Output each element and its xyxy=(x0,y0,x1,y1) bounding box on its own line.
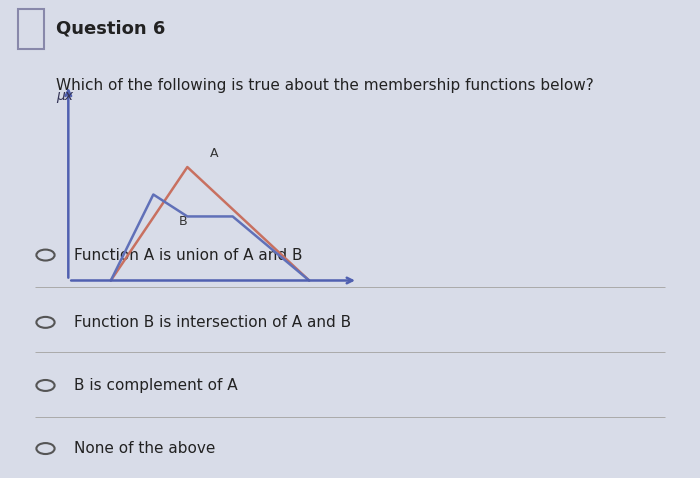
Text: μx: μx xyxy=(56,89,73,103)
Text: Which of the following is true about the membership functions below?: Which of the following is true about the… xyxy=(56,78,594,93)
Bar xyxy=(18,9,44,49)
Text: Function B is intersection of A and B: Function B is intersection of A and B xyxy=(74,315,351,330)
Text: Question 6: Question 6 xyxy=(56,20,165,38)
Text: None of the above: None of the above xyxy=(74,441,215,456)
Text: Function A is union of A and B: Function A is union of A and B xyxy=(74,248,302,262)
Text: B is complement of A: B is complement of A xyxy=(74,378,237,393)
Text: B: B xyxy=(178,215,188,228)
Text: A: A xyxy=(210,147,218,160)
